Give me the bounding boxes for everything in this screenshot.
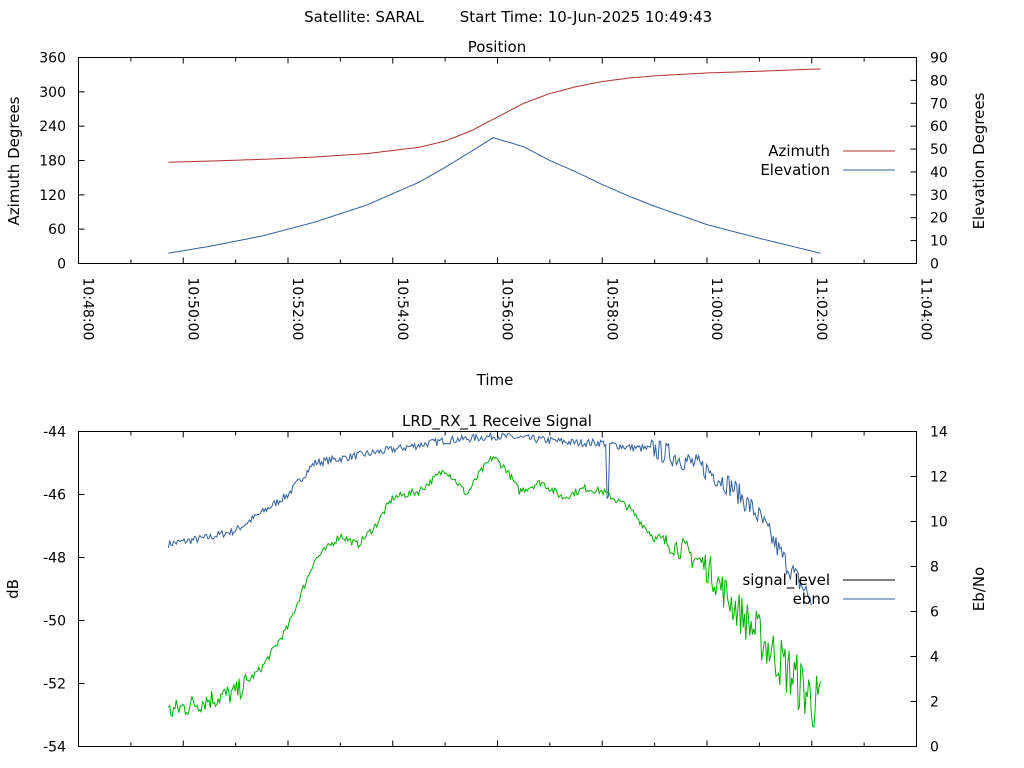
legend-label-ebno: ebno — [793, 590, 830, 608]
y-tick-label: -48 — [43, 551, 66, 567]
x-tick-label: 11:02:00 — [813, 278, 829, 341]
y2-tick-label: 60 — [930, 119, 948, 135]
y-tick-label: 120 — [39, 188, 66, 204]
y2-tick-label: 8 — [930, 560, 939, 576]
y2-tick-label: 10 — [930, 234, 948, 250]
y2-tick-label: 6 — [930, 605, 939, 621]
y2-tick-label: 20 — [930, 211, 948, 227]
x-tick-label: 10:58:00 — [603, 278, 619, 341]
y-tick-label: -50 — [43, 614, 66, 630]
x-tick-label: 10:50:00 — [184, 278, 200, 341]
receive-signal-plot-frame — [78, 431, 917, 747]
position-y2-axis-label: Elevation Degrees — [970, 92, 988, 229]
azimuth-series-line — [168, 68, 821, 163]
position-x-axis-label: Time — [476, 371, 514, 389]
y2-tick-label: 80 — [930, 73, 948, 89]
satellite-label: Satellite: SARAL — [304, 8, 424, 26]
legend-label-signal-level: signal_level — [742, 571, 830, 590]
y-tick-label: 300 — [39, 85, 66, 101]
y-tick-label: 240 — [39, 119, 66, 135]
y-tick-label: -52 — [43, 677, 66, 693]
y2-tick-label: 12 — [930, 470, 948, 486]
y2-tick-label: 70 — [930, 96, 948, 112]
y-tick-label: 180 — [39, 154, 66, 170]
y-tick-label: -44 — [43, 425, 66, 441]
y2-tick-label: 0 — [930, 740, 939, 756]
y2-tick-label: 14 — [930, 425, 948, 441]
elevation-series-line — [168, 137, 821, 254]
x-tick-label: 10:48:00 — [80, 278, 96, 341]
y2-tick-label: 40 — [930, 165, 948, 181]
y2-tick-label: 30 — [930, 188, 948, 204]
start-time-label: Start Time: 10-Jun-2025 10:49:43 — [460, 8, 712, 26]
signal-level-series-line — [167, 455, 821, 728]
y-tick-label: -46 — [43, 488, 66, 504]
position-chart: Position Azimuth Degrees Elevation Degre… — [5, 38, 988, 389]
ebno-series-line — [167, 432, 812, 606]
x-tick-label: 10:52:00 — [289, 278, 305, 341]
y2-tick-label: 2 — [930, 695, 939, 711]
receive-signal-y2-axis-label: Eb/No — [970, 567, 988, 611]
legend-label-elevation: Elevation — [760, 161, 830, 179]
x-tick-label: 11:04:00 — [918, 278, 934, 341]
position-legend: Azimuth Elevation — [760, 142, 895, 179]
x-tick-label: 10:54:00 — [394, 278, 410, 341]
y2-tick-label: 90 — [930, 51, 948, 67]
y-tick-label: -54 — [43, 740, 66, 756]
position-chart-title: Position — [468, 38, 526, 56]
receive-signal-legend: signal_level ebno — [742, 571, 895, 608]
x-tick-label: 11:00:00 — [708, 278, 724, 341]
y-tick-label: 60 — [48, 222, 66, 238]
receive-signal-y-axis-label: dB — [4, 579, 22, 599]
x-tick-label: 10:56:00 — [499, 278, 515, 341]
y2-tick-label: 10 — [930, 515, 948, 531]
position-y-axis-label: Azimuth Degrees — [5, 96, 23, 225]
y2-tick-label: 50 — [930, 142, 948, 158]
y-tick-label: 360 — [39, 51, 66, 67]
y-tick-label: 0 — [57, 257, 66, 273]
receive-signal-chart-title: LRD_RX_1 Receive Signal — [402, 412, 592, 431]
legend-label-azimuth: Azimuth — [768, 142, 830, 160]
y2-tick-label: 0 — [930, 257, 939, 273]
y2-tick-label: 4 — [930, 650, 939, 666]
receive-signal-chart: LRD_RX_1 Receive Signal dB Eb/No -54 -52 -… — [4, 412, 988, 756]
